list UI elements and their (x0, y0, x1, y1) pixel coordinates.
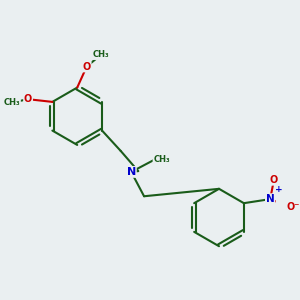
Text: O: O (82, 61, 91, 72)
Text: O⁻: O⁻ (286, 202, 299, 212)
Text: O: O (24, 94, 32, 104)
Text: N: N (266, 194, 274, 204)
Text: N: N (127, 167, 136, 177)
Text: +: + (275, 185, 283, 194)
Text: O: O (269, 175, 278, 185)
Text: CH₃: CH₃ (4, 98, 20, 107)
Text: CH₃: CH₃ (92, 50, 109, 59)
Text: CH₃: CH₃ (153, 154, 170, 164)
